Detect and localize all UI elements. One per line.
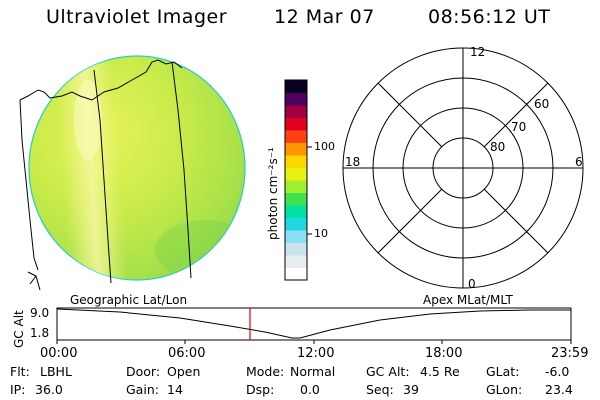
x-tick-label-1200: 12:00 [297, 346, 335, 361]
colorbar-segment [285, 267, 307, 281]
glat-value: -6.0 [545, 364, 570, 379]
coastline-north [19, 59, 183, 101]
y-tick-9: 9.0 [30, 306, 50, 320]
colorbar-segment [285, 117, 307, 131]
x-tick-label-0000: 00:00 [40, 346, 78, 361]
colorbar-segment [285, 192, 307, 206]
x-tick-label-2359: 23:59 [551, 346, 589, 361]
seq-label: Seq: [366, 382, 394, 397]
date-label: 12 Mar 07 [274, 6, 375, 28]
gc-alt-value: 4.5 Re [420, 364, 460, 379]
polar-label-80: 80 [490, 140, 506, 154]
colorbar-segment [285, 155, 307, 168]
dsp-value: 0.0 [300, 382, 320, 397]
door-label: Door: [126, 364, 161, 379]
colorbar [284, 79, 312, 281]
polar-label-12: 12 [470, 45, 486, 59]
timeline-frame [56, 307, 572, 341]
meridian-line-left [93, 69, 112, 284]
colorbar-segment [285, 80, 307, 93]
earth-image [19, 55, 246, 291]
colorbar-unit-label: photon cm⁻²s⁻¹ [266, 147, 280, 240]
instrument-title: Ultraviolet Imager [46, 6, 228, 28]
colorbar-segment [285, 142, 307, 156]
y-tick-1-8: 1.8 [30, 326, 50, 340]
mode-value: Normal [290, 364, 336, 379]
polar-label-60: 60 [534, 97, 550, 111]
door-value: Open [167, 364, 201, 379]
polar-diagonal [377, 188, 443, 254]
gain-value: 14 [167, 382, 183, 397]
colorbar-label-100: 100 [314, 140, 335, 153]
dsp-label: Dsp: [246, 382, 275, 397]
colorbar-segment [285, 105, 307, 118]
colorbar-segment [285, 167, 307, 181]
colorbar-segment [285, 230, 307, 243]
flt-label: Flt: [10, 364, 30, 379]
seq-value: 39 [403, 382, 419, 397]
colorbar-segment [285, 217, 307, 231]
ip-label: IP: [10, 382, 26, 397]
colorbar-segment [285, 205, 307, 218]
polar-label-0: 0 [468, 277, 476, 291]
polar-diagonal [483, 82, 549, 148]
geographic-label: Geographic Lat/Lon [70, 293, 188, 307]
ip-value: 36.0 [35, 382, 63, 397]
time-label: 08:56:12 UT [428, 6, 551, 28]
polar-label-6: 6 [575, 155, 583, 169]
glon-value: 23.4 [545, 382, 573, 397]
colorbar-segment [285, 242, 307, 256]
glat-label: GLat: [486, 364, 520, 379]
meridian-line-right [171, 61, 192, 279]
coastline-west [19, 99, 39, 271]
colorbar-segment [285, 255, 307, 268]
x-tick-label-0600: 06:00 [168, 346, 206, 361]
coastline-southwest [27, 271, 41, 291]
gc-alt-axis-title: GC Alt [12, 310, 26, 348]
apex-label: Apex MLat/MLT [423, 293, 513, 307]
orbit-timeline [56, 307, 572, 344]
gain-label: Gain: [126, 382, 159, 397]
x-tick-label-1800: 18:00 [425, 346, 463, 361]
glon-label: GLon: [486, 382, 523, 397]
colorbar-segment [285, 180, 307, 193]
polar-diagonal [377, 82, 443, 148]
colorbar-label-10: 10 [314, 227, 328, 240]
mode-label: Mode: [246, 364, 285, 379]
colorbar-segment [285, 92, 307, 106]
polar-plot [342, 47, 584, 289]
flt-value: LBHL [40, 364, 72, 379]
colorbar-segment [285, 130, 307, 143]
polar-label-18: 18 [345, 155, 361, 169]
altitude-curve [56, 308, 571, 339]
polar-diagonal [483, 188, 549, 254]
polar-label-70: 70 [511, 120, 527, 134]
gc-alt-label: GC Alt: [366, 364, 410, 379]
